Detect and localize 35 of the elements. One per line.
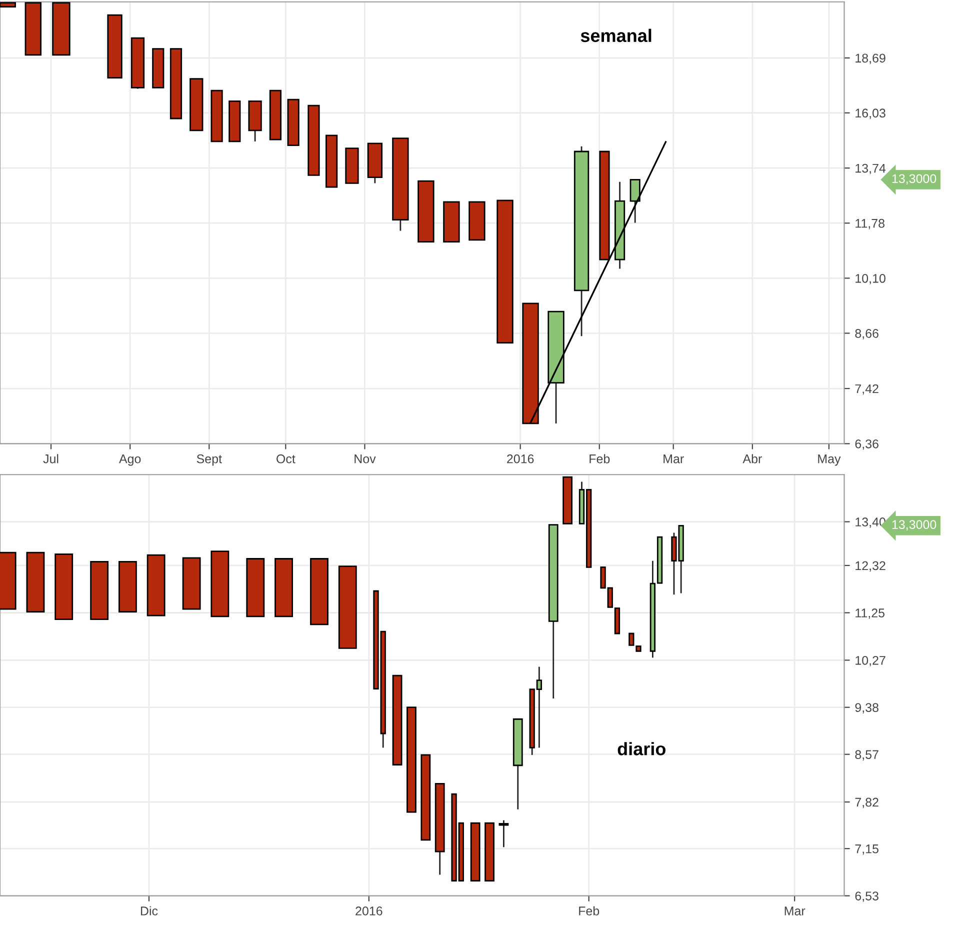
y-tick-label: 8,57 [855, 750, 878, 760]
text: diario [618, 742, 666, 756]
x-tick-label: 2016 [356, 906, 382, 916]
y-tick-label: 10,10 [856, 274, 886, 284]
x-tick-label: Oct [276, 454, 296, 464]
x-tick-label: May [818, 454, 841, 466]
x-tick-label: Sept [196, 454, 222, 466]
text: 13,3000 [892, 174, 936, 185]
text: semanal [580, 28, 652, 42]
x-tick-label: Abr [742, 454, 762, 464]
x-tick-label: Feb [590, 454, 610, 464]
y-tick-label: 18,69 [856, 54, 886, 64]
x-tick-label: Mar [664, 454, 684, 464]
y-tick-label: 6,36 [855, 439, 878, 450]
x-tick-label: Jul [43, 454, 58, 464]
x-tick-label: Mar [784, 906, 806, 916]
y-tick-label: 12,32 [856, 561, 886, 572]
y-tick-label: 11,78 [856, 218, 884, 230]
text: 13,3000 [892, 520, 936, 530]
candlestick [498, 820, 509, 848]
y-tick-label: 6,53 [855, 892, 878, 902]
x-tick-label: Nov [354, 454, 376, 464]
y-tick-label: 13,74 [856, 164, 886, 174]
x-tick-label: Dic [140, 906, 158, 916]
x-tick-label: 2016 [507, 454, 534, 464]
y-tick-label: 9,38 [855, 703, 878, 714]
y-tick-label: 16,03 [856, 108, 886, 120]
y-tick-label: 7,82 [855, 798, 878, 808]
y-tick-label: 7,42 [855, 384, 878, 395]
x-tick-label: Feb [579, 906, 600, 916]
y-tick-label: 11,25 [856, 608, 884, 619]
y-tick-label: 10,27 [856, 656, 886, 666]
y-tick-label: 8,66 [855, 329, 878, 340]
y-tick-label: 7,15 [855, 844, 878, 855]
x-tick-label: Ago [118, 454, 141, 466]
